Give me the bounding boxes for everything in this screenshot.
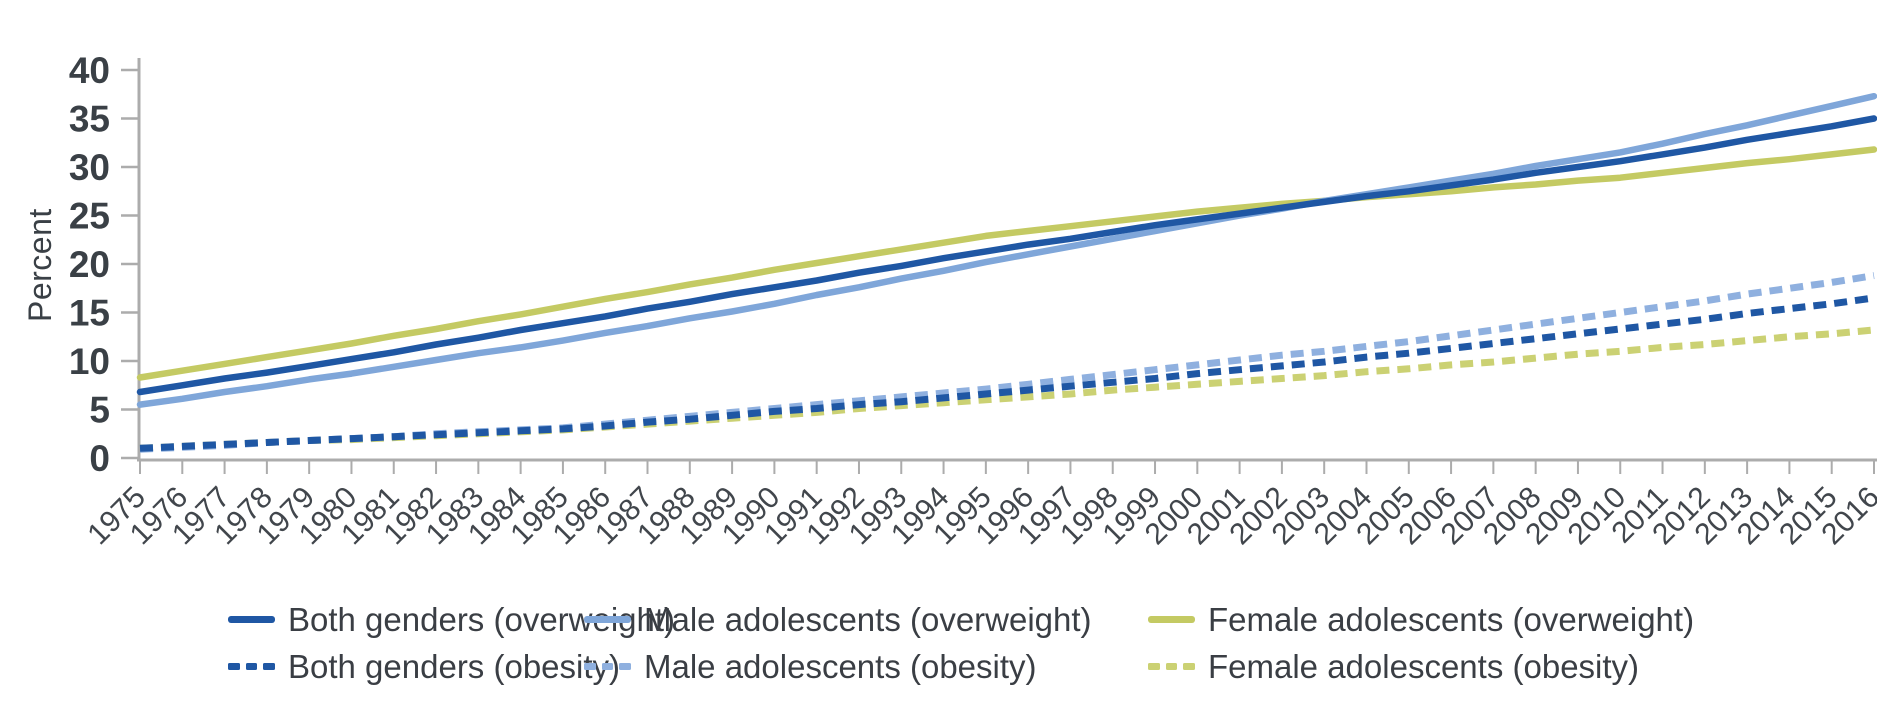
legend-label: Male adolescents (overweight) (644, 600, 1092, 638)
legend-label: Both genders (obesity) (288, 647, 621, 685)
y-tick-label: 35 (69, 99, 110, 140)
series-line-male-adolescents-obesity (139, 272, 1875, 453)
dashed-line-swatch-icon (1148, 663, 1196, 670)
solid-line-swatch-icon (1148, 616, 1195, 623)
legend-label: Female adolescents (obesity) (1208, 647, 1640, 685)
y-tick-label: 40 (69, 50, 110, 91)
y-tick-label: 5 (89, 390, 110, 431)
legend-item: Male adolescents (overweight) (584, 596, 1148, 643)
y-tick-label: 10 (69, 341, 110, 382)
legend-item: Both genders (obesity) (228, 643, 620, 690)
solid-line-swatch-icon (228, 616, 275, 623)
legend-item: Female adolescents (obesity) (1148, 643, 1694, 690)
y-tick-label: 15 (69, 293, 110, 334)
y-tick-label: 0 (89, 438, 110, 479)
y-tick-label: 25 (69, 196, 110, 237)
legend-label: Female adolescents (overweight) (1208, 600, 1695, 638)
dashed-line-swatch-icon (584, 663, 632, 670)
plot-area: 0510152025303540197519761977197819791980… (69, 50, 1877, 551)
legend-item: Female adolescents (overweight) (1148, 596, 1694, 643)
legend-item: Both genders (overweight) (228, 596, 675, 643)
series-line-female-adolescents-obesity (139, 326, 1875, 452)
dashed-line-swatch-icon (228, 663, 276, 670)
solid-line-swatch-icon (584, 616, 631, 623)
y-tick-label: 30 (69, 147, 110, 188)
series-line-male-adolescents-overweight (136, 92, 1877, 408)
legend: Both genders (overweight) Male adolescent… (228, 596, 1694, 690)
series-line-female-adolescents-overweight (136, 146, 1877, 381)
legend-item: Male adolescents (obesity) (584, 643, 1148, 690)
series-line-both-genders-overweight (136, 115, 1877, 396)
y-tick-label: 20 (69, 244, 110, 285)
series-line-both-genders-obesity (139, 294, 1875, 452)
legend-label: Male adolescents (obesity) (644, 647, 1037, 685)
